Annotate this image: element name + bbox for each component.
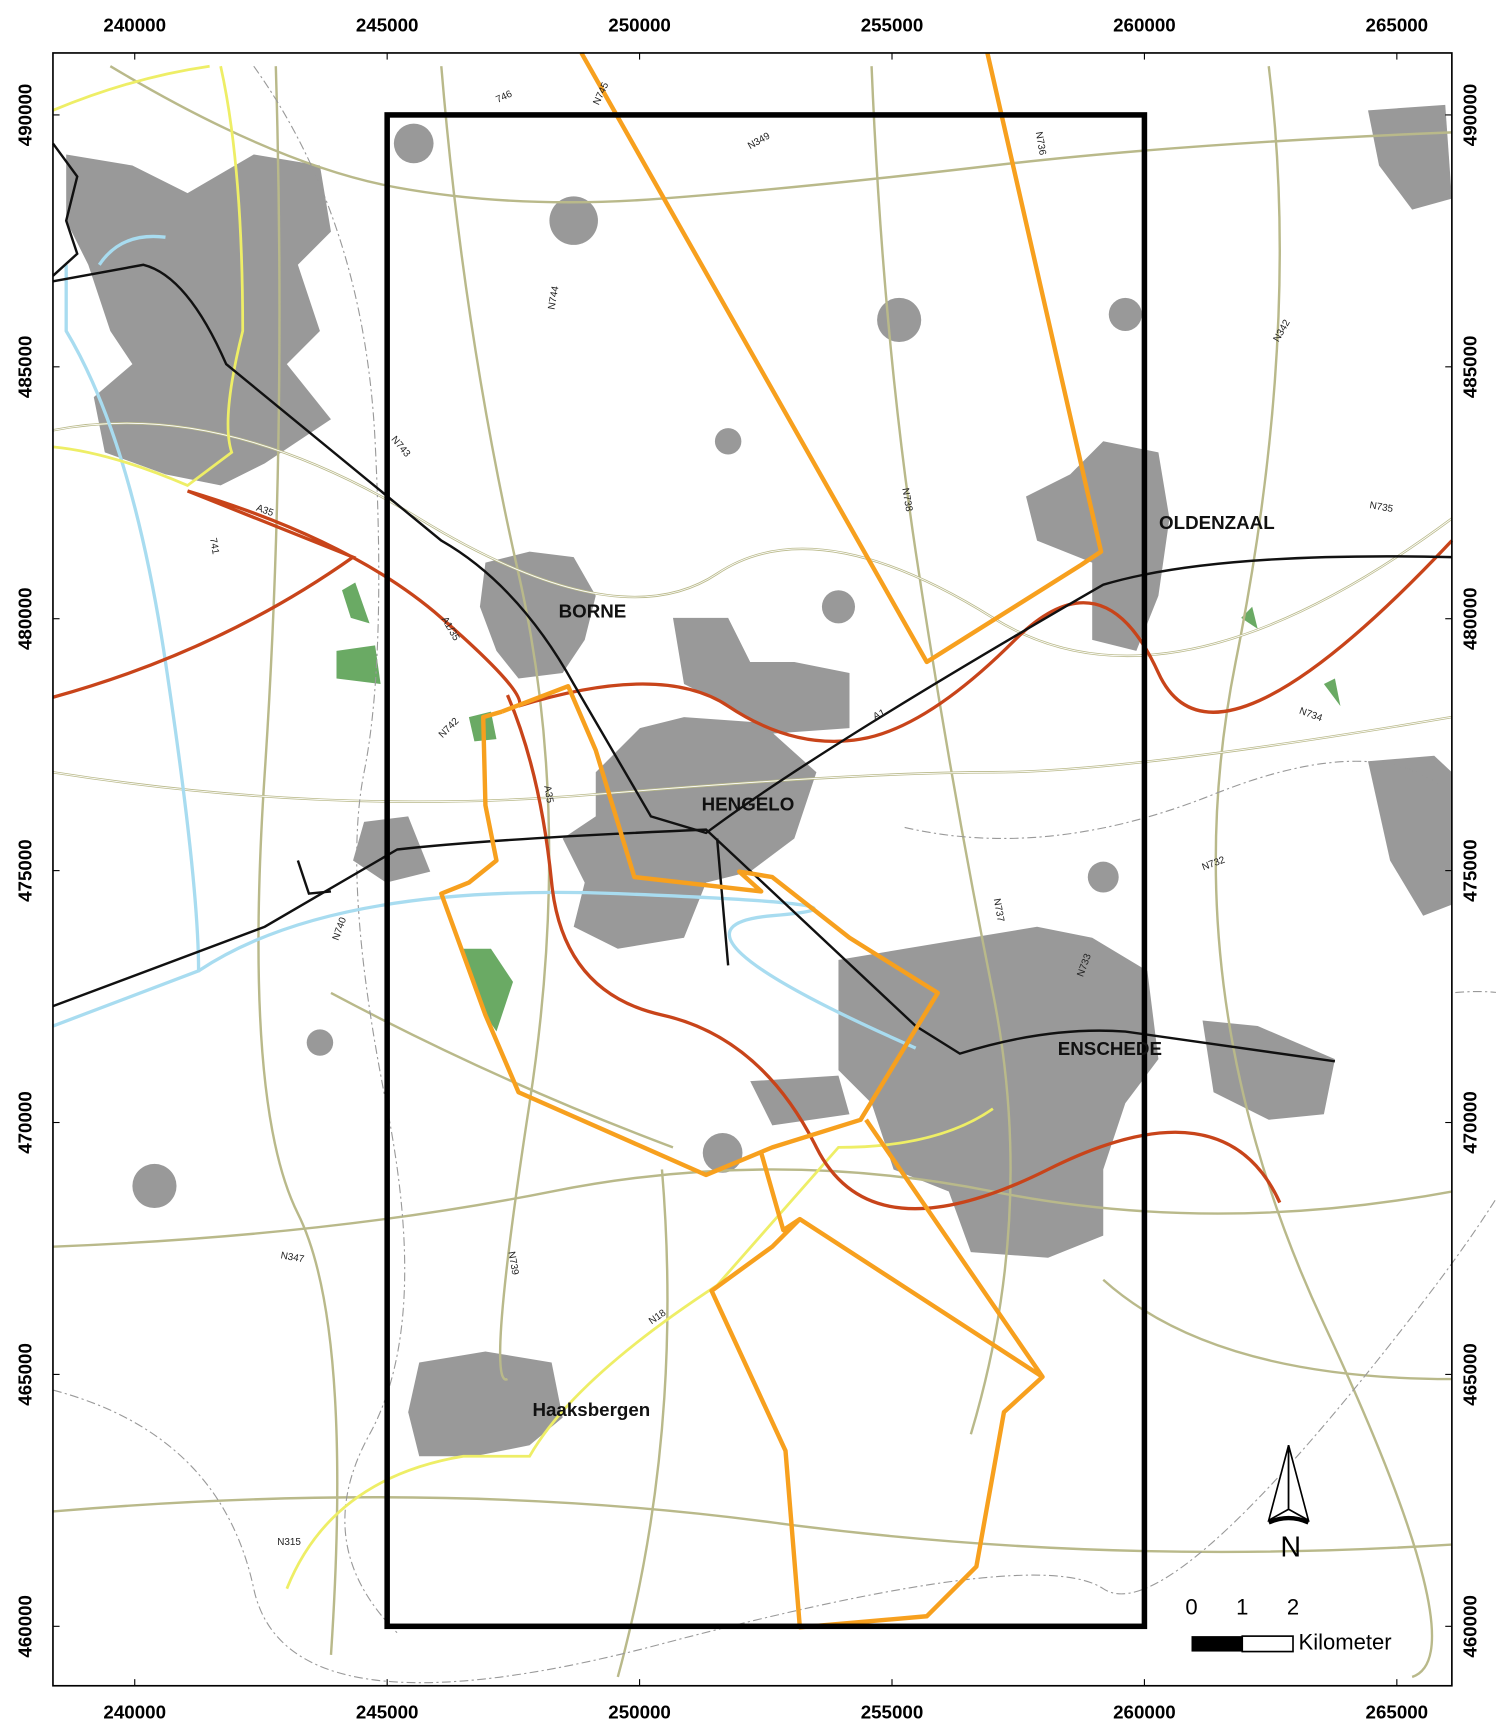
x-tick-label: 255000 (861, 1701, 924, 1722)
x-tick-label: 265000 (1366, 14, 1429, 35)
y-tick-label: 465000 (1460, 1343, 1481, 1406)
route-lines (439, 51, 1104, 1630)
railways (51, 142, 1452, 1063)
road-label: A1 (872, 707, 888, 722)
scale-label: 2 (1287, 1594, 1299, 1619)
scale-label: 1 (1236, 1594, 1248, 1619)
x-tick-label: 240000 (103, 14, 166, 35)
road-label: N744 (546, 285, 561, 311)
x-tick-label: 260000 (1113, 14, 1176, 35)
urban-areas (66, 104, 1452, 1457)
x-tick-label: 260000 (1113, 1701, 1176, 1722)
y-tick-label: 485000 (14, 336, 35, 399)
y-tick-label: 490000 (1460, 84, 1481, 147)
roads (52, 65, 1453, 1679)
road-label: N735 (1369, 500, 1395, 515)
study-area (384, 112, 1148, 1630)
road-label: N736 (1033, 131, 1048, 157)
y-tick-label: 460000 (14, 1595, 35, 1658)
y-tick-label: 480000 (1460, 587, 1481, 650)
x-tick-label: 245000 (356, 1701, 419, 1722)
green-areas (336, 582, 1341, 1032)
x-tick-label: 250000 (608, 1701, 671, 1722)
y-tick-label: 470000 (1460, 1091, 1481, 1154)
boundaries (52, 65, 1496, 1684)
scale-bar: 0 1 2 Kilometer (1185, 1594, 1391, 1654)
yellow-roads (52, 64, 994, 1590)
scale-unit: Kilometer (1299, 1630, 1392, 1655)
highways (52, 489, 1454, 1211)
y-tick-label: 465000 (14, 1343, 35, 1406)
road-label: N737 (991, 898, 1006, 924)
y-tick-label: 470000 (14, 1091, 35, 1154)
x-tick-label: 250000 (608, 14, 671, 35)
x-tick-label: 245000 (356, 14, 419, 35)
road-label: N739 (505, 1251, 520, 1277)
scale-segment (1191, 1636, 1243, 1652)
place-label: ENSCHEDE (1058, 1038, 1162, 1059)
y-tick-label: 485000 (1460, 336, 1481, 399)
place-label: BORNE (559, 600, 627, 621)
x-tick-label: 265000 (1366, 1701, 1429, 1722)
road-label: 741 (207, 537, 221, 556)
y-tick-label: 475000 (1460, 839, 1481, 902)
road-label: N315 (277, 1537, 301, 1548)
map-frame (52, 52, 1453, 1687)
road-label: N347 (280, 1250, 306, 1265)
north-arrow: N (1267, 1445, 1310, 1564)
place-label: Haaksbergen (532, 1399, 650, 1420)
y-tick-label: 480000 (14, 587, 35, 650)
road-label: A35 (541, 785, 555, 805)
waterways (52, 234, 917, 1050)
y-tick-label: 460000 (1460, 1595, 1481, 1658)
y-tick-label: 475000 (14, 839, 35, 902)
road-label: N738 (899, 487, 914, 513)
y-tick-label: 490000 (14, 84, 35, 147)
place-label: HENGELO (702, 793, 795, 814)
north-label: N (1280, 1532, 1301, 1564)
x-tick-label: 255000 (861, 14, 924, 35)
place-label: OLDENZAAL (1159, 512, 1275, 533)
scale-label: 0 (1185, 1594, 1197, 1619)
scale-segment (1241, 1635, 1294, 1653)
x-tick-label: 240000 (103, 1701, 166, 1722)
